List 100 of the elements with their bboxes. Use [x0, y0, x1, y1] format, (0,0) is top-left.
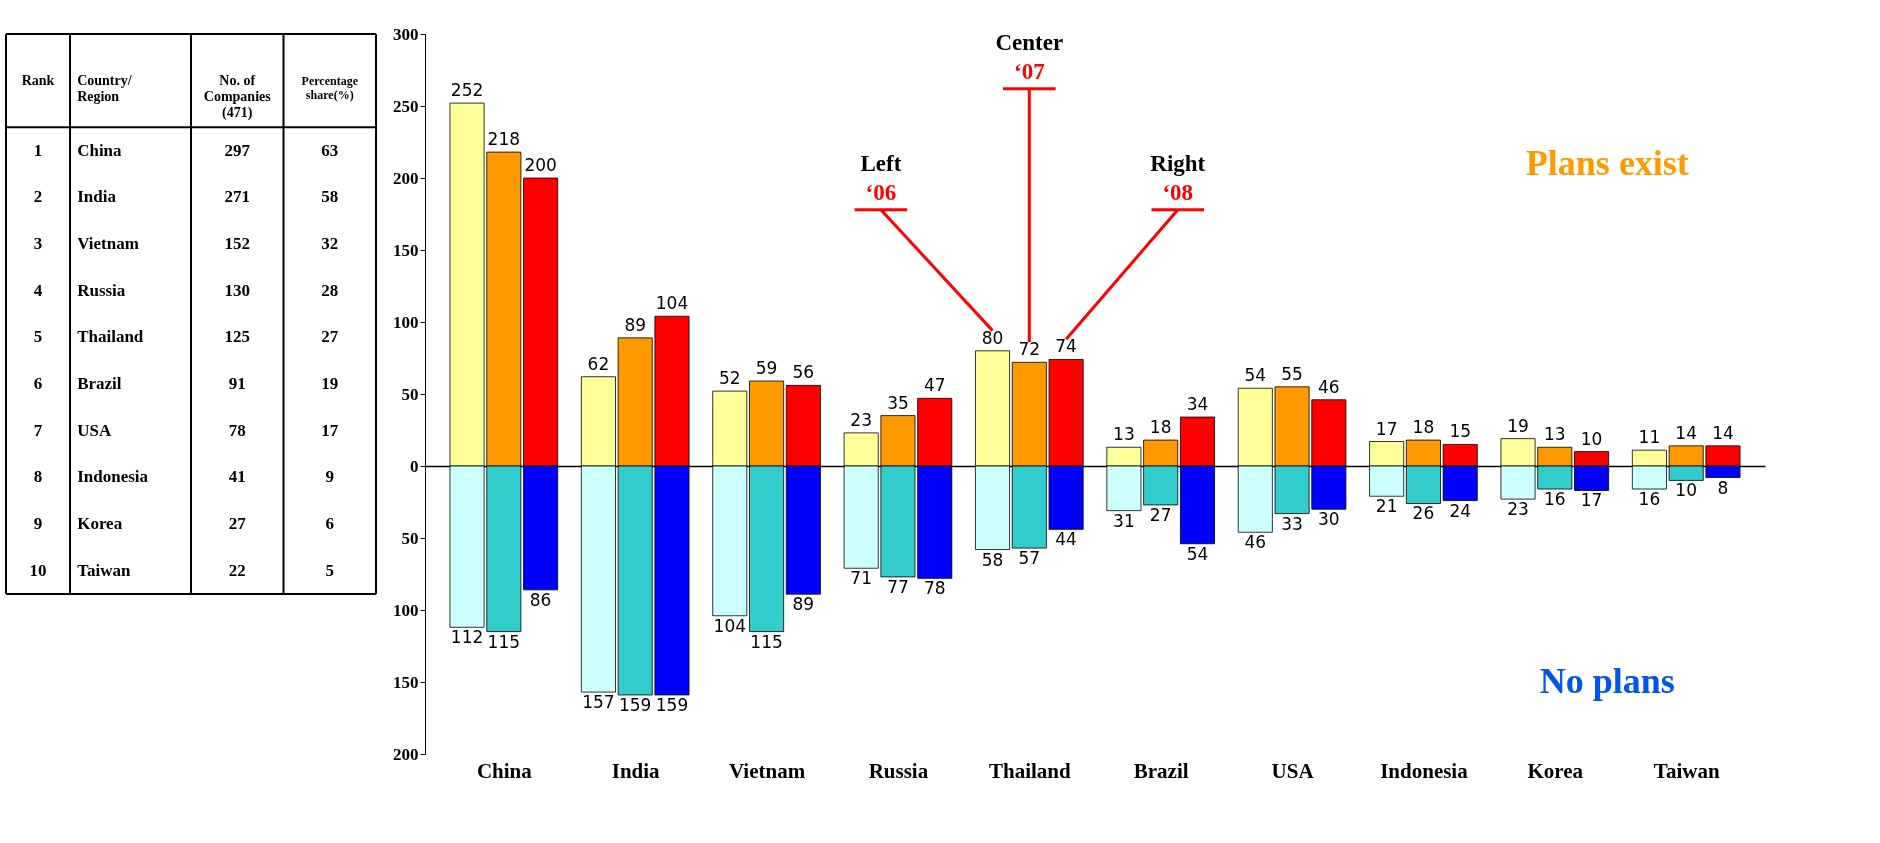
- data-label: 46: [1318, 376, 1340, 397]
- data-label: 13: [1543, 424, 1566, 445]
- data-label: 54: [1244, 365, 1267, 386]
- data-label: 16: [1543, 489, 1566, 510]
- data-label: 252: [450, 80, 484, 101]
- data-label: 80: [981, 327, 1004, 348]
- data-label: 28: [321, 280, 339, 300]
- data-label: 8: [33, 467, 43, 487]
- x-tick-label: Taiwan: [1653, 758, 1720, 783]
- data-label: 16: [1638, 489, 1661, 510]
- data-label: 58: [981, 549, 1004, 570]
- x-tick-label: Percentage share(%): [301, 73, 359, 102]
- data-label: 33: [1281, 513, 1303, 534]
- data-label: 130: [224, 280, 250, 300]
- y-tick-label: Thailand: [77, 327, 144, 347]
- data-label: 14: [1675, 422, 1697, 443]
- y-tick-label: India: [77, 187, 117, 207]
- data-label: 218: [487, 129, 521, 150]
- annotation: Right: [1150, 150, 1206, 176]
- data-label: 46: [1244, 532, 1267, 553]
- data-label: 17: [321, 420, 339, 440]
- data-label: 31: [1113, 510, 1135, 531]
- y-tick-label: 150: [393, 672, 419, 692]
- data-label: 159: [618, 694, 652, 715]
- y-tick-label: 100: [393, 600, 419, 620]
- data-label: 74: [1055, 336, 1077, 357]
- data-label: 4: [33, 280, 43, 300]
- y-tick-label: USA: [77, 420, 112, 440]
- data-label: 27: [1149, 504, 1172, 525]
- data-label: 86: [529, 589, 552, 610]
- data-label: 13: [1113, 424, 1135, 445]
- y-tick-label: Taiwan: [77, 560, 131, 580]
- data-label: 104: [655, 293, 689, 314]
- data-label: 58: [321, 187, 339, 207]
- data-label: 10: [29, 560, 47, 580]
- data-label: 7: [33, 420, 43, 440]
- annotation: Plans exist: [1525, 142, 1689, 183]
- data-label: 1: [33, 140, 43, 160]
- x-tick-label: No. of Companies (471): [203, 72, 272, 121]
- annotation: ‘07: [1013, 58, 1045, 84]
- data-label: 19: [321, 374, 339, 393]
- y-axis-title: Country/ Region: [77, 72, 133, 104]
- data-label: 23: [850, 409, 872, 430]
- annotation: ‘06: [865, 179, 897, 205]
- data-label: 5: [325, 560, 334, 580]
- annotation: Left: [860, 150, 902, 176]
- data-label: 23: [1507, 499, 1529, 520]
- data-label: 17: [1580, 490, 1603, 511]
- data-label: 112: [450, 627, 484, 648]
- y-tick-label: 100: [393, 312, 419, 332]
- data-label: 34: [1186, 394, 1209, 415]
- data-label: 8: [1717, 477, 1729, 498]
- y-tick-label: 0: [410, 456, 419, 476]
- data-label: 27: [321, 327, 339, 347]
- data-label: 159: [655, 694, 689, 715]
- data-label: 9: [325, 467, 334, 487]
- x-tick-label: Rank: [21, 72, 55, 88]
- x-tick-label: Vietnam: [728, 758, 806, 783]
- data-label: 77: [887, 576, 909, 597]
- data-label: 71: [850, 568, 872, 589]
- data-label: 56: [792, 362, 815, 383]
- annotation: No plans: [1539, 661, 1675, 701]
- data-label: 125: [224, 327, 250, 347]
- annotation: Center: [995, 29, 1064, 55]
- data-label: 52: [718, 368, 741, 389]
- y-tick-label: Brazil: [77, 374, 122, 393]
- data-label: 26: [1412, 503, 1435, 524]
- y-tick-label: Indonesia: [77, 467, 149, 487]
- data-label: 22: [228, 560, 246, 580]
- data-label: 54: [1186, 543, 1209, 564]
- x-tick-label: USA: [1271, 758, 1315, 783]
- data-label: 35: [887, 392, 909, 413]
- data-label: 6: [325, 514, 334, 533]
- x-tick-label: India: [611, 758, 661, 783]
- y-tick-label: China: [77, 140, 123, 160]
- y-tick-label: Vietnam: [77, 234, 139, 253]
- data-label: 115: [750, 631, 783, 652]
- y-tick-label: Korea: [77, 514, 123, 533]
- data-label: 89: [624, 314, 647, 335]
- x-tick-label: Indonesia: [1380, 758, 1469, 783]
- x-tick-label: Russia: [868, 758, 929, 783]
- data-label: 89: [792, 594, 815, 615]
- data-label: 157: [582, 692, 615, 713]
- data-label: 78: [228, 420, 246, 440]
- x-tick-label: China: [476, 758, 533, 783]
- y-tick-label: 200: [393, 168, 419, 188]
- data-label: 115: [487, 631, 521, 652]
- y-tick-label: 250: [393, 96, 419, 116]
- data-label: 72: [1018, 339, 1041, 360]
- data-label: 297: [224, 140, 251, 160]
- x-tick-label: Thailand: [988, 758, 1071, 783]
- data-label: 32: [321, 234, 339, 253]
- data-label: 2: [33, 187, 43, 207]
- annotation: ‘08: [1162, 179, 1194, 205]
- data-label: 78: [923, 578, 946, 599]
- data-label: 91: [228, 374, 246, 393]
- data-label: 5: [33, 327, 43, 347]
- data-label: 62: [587, 353, 610, 374]
- data-label: 14: [1712, 422, 1734, 443]
- data-label: 24: [1449, 500, 1472, 521]
